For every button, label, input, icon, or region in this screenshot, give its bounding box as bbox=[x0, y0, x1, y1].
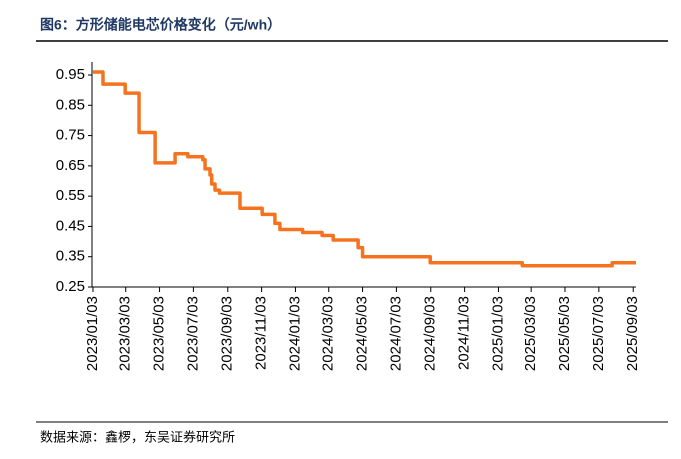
x-tick-label: 2024/09/03 bbox=[422, 296, 439, 371]
x-tick-label: 2025/07/03 bbox=[590, 296, 607, 371]
y-tick-label: 0.35 bbox=[56, 248, 85, 265]
x-tick-label: 2023/09/03 bbox=[219, 296, 236, 371]
y-tick-label: 0.95 bbox=[56, 66, 85, 83]
x-tick-label: 2024/07/03 bbox=[387, 296, 404, 371]
x-tick-label: 2025/03/03 bbox=[522, 296, 539, 371]
x-tick-label: 2023/01/03 bbox=[84, 296, 101, 371]
y-tick-label: 0.25 bbox=[56, 278, 85, 295]
y-tick-label: 0.85 bbox=[56, 96, 85, 113]
x-tick-label: 2023/03/03 bbox=[117, 296, 134, 371]
x-tick-label: 2023/11/03 bbox=[253, 296, 270, 370]
price-line bbox=[93, 70, 636, 268]
x-tick-label: 2025/09/03 bbox=[624, 296, 641, 371]
source-note: 数据来源：鑫椤，东吴证券研究所 bbox=[40, 429, 235, 444]
x-tick-label: 2023/05/03 bbox=[151, 296, 168, 371]
y-tick-label: 0.55 bbox=[56, 187, 85, 204]
x-tick-label: 2024/05/03 bbox=[354, 296, 371, 371]
x-tick-label: 2024/03/03 bbox=[320, 296, 337, 371]
x-tick-label: 2024/01/03 bbox=[286, 296, 303, 371]
chart-title: 图6：方形储能电芯价格变化（元/wh） bbox=[40, 17, 281, 33]
x-tick-label: 2025/01/03 bbox=[489, 296, 506, 371]
y-tick-label: 0.75 bbox=[56, 127, 85, 144]
y-tick-label: 0.65 bbox=[56, 157, 85, 174]
y-tick-label: 0.45 bbox=[56, 217, 85, 234]
x-tick-label: 2023/07/03 bbox=[184, 296, 201, 371]
x-tick-label: 2024/11/03 bbox=[456, 296, 473, 370]
x-tick-label: 2025/05/03 bbox=[556, 296, 573, 371]
